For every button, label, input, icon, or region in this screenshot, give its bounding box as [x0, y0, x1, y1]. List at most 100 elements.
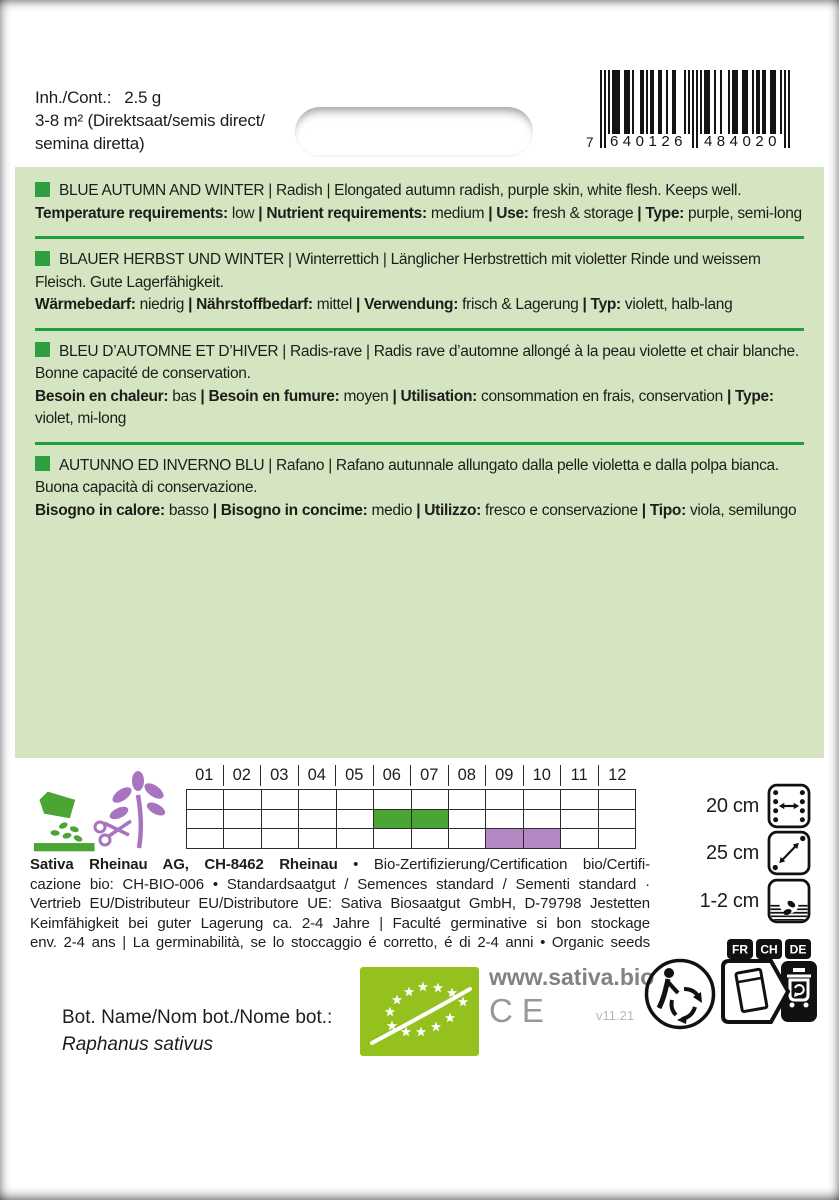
variety-heading-text: BLUE AUTUMN AND WINTER | Radish | Elonga…	[59, 182, 742, 199]
ce-mark: CE	[489, 992, 553, 1029]
triman-recycling-icon	[644, 958, 716, 1030]
growing-specs: Bisogno in calore: basso | Bisogno in co…	[35, 501, 797, 519]
sowing-icon	[33, 791, 95, 852]
barcode-number: 7 640126 484020	[586, 132, 790, 154]
variety-heading: BLAUER HERBST UND WINTER | Winterrettich…	[35, 249, 804, 294]
sowing-depth-label: 1-2 cm	[699, 889, 760, 912]
month-label: 10	[524, 765, 561, 786]
company-line: env. 2-4 ans | La germinabilità, se lo s…	[30, 934, 650, 951]
calendar-cell	[336, 829, 375, 849]
botanical-name-block: Bot. Name/Nom bot./Nome bot.: Raphanus s…	[62, 1004, 332, 1058]
calendar-cell-harvest	[486, 829, 524, 849]
calendar-cell	[598, 829, 636, 849]
variety-heading-text: BLEU D’AUTOMNE ET D’HIVER | Radis-rave |…	[35, 342, 799, 383]
variety-heading: BLEU D’AUTOMNE ET D’HIVER | Radis-rave |…	[35, 341, 804, 386]
month-label: 08	[449, 765, 486, 786]
version-number: v11.21	[596, 1008, 635, 1023]
language-section: BLUE AUTUMN AND WINTER | Radish | Elonga…	[35, 180, 804, 225]
calendar-month-header: 01 02 03 04 05 06 07 08 09 10 11 12	[186, 765, 636, 786]
language-sections: BLUE AUTUMN AND WINTER | Radish | Elonga…	[35, 180, 804, 522]
green-square-bullet	[35, 250, 50, 266]
calendar-cell	[598, 790, 636, 810]
area-line-2: semina diretta)	[35, 134, 145, 153]
content-value: 2.5 g	[124, 88, 162, 107]
month-label: 02	[224, 765, 261, 786]
growing-specs: Temperature requirements: low | Nutrient…	[35, 204, 802, 222]
plant-spacing-icon	[767, 830, 811, 876]
calendar-cell	[187, 829, 225, 849]
company-line: Keimfähigkeit bei guter Lagerung ca. 2-4…	[30, 914, 650, 932]
website-url: www.sativa.bio	[489, 964, 655, 990]
calendar-cell	[336, 809, 375, 829]
calendar-cell	[187, 809, 225, 829]
calendar-cell	[448, 809, 487, 829]
bin-icon	[787, 968, 811, 1008]
calendar-cell-harvest	[523, 829, 562, 849]
content-row: Inh./Cont.: 2.5 g	[35, 86, 265, 109]
row-distance: 20 cm	[693, 783, 811, 829]
language-section: BLEU D’AUTOMNE ET D’HIVER | Radis-rave |…	[35, 327, 804, 431]
variety-heading: AUTUNNO ED INVERNO BLU | Rafano | Rafano…	[35, 455, 804, 500]
calendar-cell-sowing	[411, 809, 449, 829]
calendar-cell	[224, 829, 262, 849]
green-square-bullet	[35, 181, 50, 197]
company-line: Vertrieb EU/Distributeur EU/Distributore…	[30, 895, 650, 912]
variety-heading-text: BLAUER HERBST UND WINTER | Winterrettich…	[35, 251, 761, 291]
calendar-cell	[224, 790, 262, 810]
badge-country-ch: CH	[760, 943, 777, 957]
calendar-cell	[336, 790, 375, 810]
month-label: 04	[299, 765, 336, 786]
growing-specs: Besoin en chaleur: bas | Besoin en fumur…	[35, 387, 774, 428]
calendar-legend-icons	[33, 768, 178, 854]
growing-specs: Wärmebedarf: niedrig | Nährstoffbedarf: …	[35, 296, 733, 313]
plant-distance-label: 25 cm	[706, 841, 759, 864]
language-section: BLAUER HERBST UND WINTER | Winterrettich…	[35, 236, 804, 317]
plant-distance: 25 cm	[693, 830, 811, 876]
badge-country-fr: FR	[732, 943, 748, 957]
calendar-cell	[411, 790, 449, 810]
calendar-cell	[486, 809, 524, 829]
ean-barcode: 7 640126 484020	[586, 70, 790, 162]
description-block: BLUE AUTUMN AND WINTER | Radish | Elonga…	[15, 167, 824, 758]
company-line: Sativa Rheinau AG, CH-8462 Rheinau • Bio…	[30, 856, 650, 873]
month-label: 12	[608, 766, 627, 784]
calendar-cell	[561, 809, 599, 829]
barcode-digit-first: 7	[586, 135, 594, 150]
area-line-1: 3-8 m² (Direktsaat/semis direct/	[35, 111, 265, 130]
calendar-cell	[374, 790, 412, 810]
green-square-bullet	[35, 342, 50, 357]
badge-country-de: DE	[790, 943, 807, 957]
green-square-bullet	[35, 456, 50, 471]
month-label: 05	[336, 765, 374, 786]
row-distance-label: 20 cm	[706, 794, 759, 817]
calendar-cell	[299, 829, 337, 849]
month-label: 01	[186, 765, 224, 786]
barcode-digits-left: 640126	[609, 133, 688, 150]
calendar-cell	[261, 809, 300, 829]
calendar-cell	[448, 790, 487, 810]
month-label: 07	[411, 765, 449, 786]
row-spacing-icon	[767, 783, 811, 829]
content-info: Inh./Cont.: 2.5 g 3-8 m² (Direktsaat/semi…	[35, 86, 265, 155]
calendar-cell	[523, 809, 562, 829]
sowing-depth-icon	[767, 878, 811, 924]
hang-hole-cutout	[295, 107, 533, 157]
calendar-cell	[374, 829, 412, 849]
sowing-depth: 1-2 cm	[693, 878, 811, 924]
language-section: AUTUNNO ED INVERNO BLU | Rafano | Rafano…	[35, 441, 804, 523]
month-label: 06	[374, 765, 411, 786]
barcode-digits-right: 484020	[703, 133, 782, 150]
botanical-name: Raphanus sativus	[62, 1034, 214, 1055]
calendar-cell	[299, 790, 337, 810]
calendar-cell	[187, 790, 225, 810]
month-label: 11	[561, 765, 599, 786]
calendar-cell	[261, 829, 300, 849]
calendar-cell	[224, 809, 262, 829]
calendar-grid	[186, 789, 636, 849]
month-label: 03	[261, 765, 299, 786]
seed-packet-icon	[734, 967, 769, 1013]
variety-heading: BLUE AUTUMN AND WINTER | Radish | Elonga…	[35, 180, 804, 203]
calendar-cell-sowing	[374, 809, 412, 829]
variety-heading-text: AUTUNNO ED INVERNO BLU | Rafano | Rafano…	[35, 456, 779, 497]
month-label: 09	[486, 765, 524, 786]
